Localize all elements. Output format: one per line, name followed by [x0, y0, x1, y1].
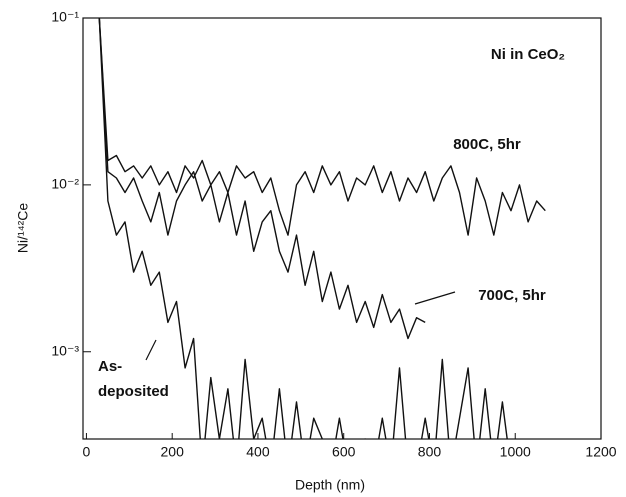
x-axis-label: Depth (nm): [295, 477, 365, 493]
y-tick-label: 10⁻¹: [51, 9, 79, 25]
x-tick-label: 1000: [500, 444, 531, 460]
plot-area: [99, 18, 554, 468]
annotation-title: Ni in CeO₂: [491, 46, 565, 63]
x-tick-label: 200: [161, 444, 185, 460]
series-line: [98, 18, 546, 236]
x-tick-label: 0: [83, 444, 91, 460]
annotation-700: 700C, 5hr: [478, 287, 546, 304]
series-line: [98, 18, 426, 340]
leader-line: [414, 291, 456, 305]
y-axis-label: Ni/¹⁴²Ce: [15, 203, 31, 254]
annotation-800: 800C, 5hr: [453, 136, 521, 153]
y-tick-label: 10⁻³: [51, 342, 79, 358]
plot-frame: [82, 17, 602, 440]
x-tick-label: 400: [246, 444, 270, 460]
annotation-as: deposited: [98, 383, 169, 400]
annotation-as: As-: [98, 358, 122, 375]
series-line: [99, 18, 554, 468]
x-tick-label: 600: [332, 444, 356, 460]
x-tick-label: 800: [418, 444, 442, 460]
leader-line: [145, 339, 157, 361]
y-tick-label: 10⁻²: [51, 176, 79, 192]
x-tick-label: 1200: [585, 444, 616, 460]
